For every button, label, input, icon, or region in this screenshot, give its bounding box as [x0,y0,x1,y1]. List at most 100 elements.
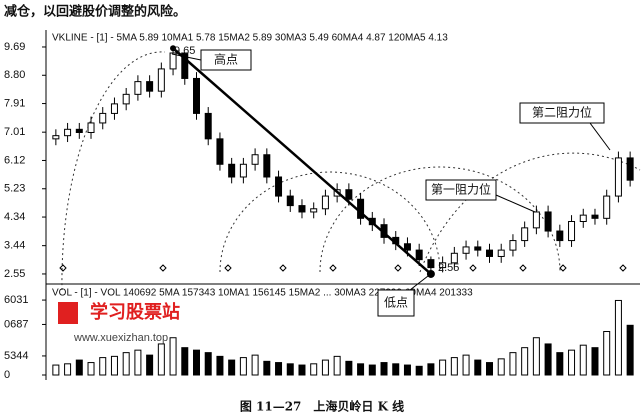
volume-bar [216,355,224,376]
volume-bar [204,352,212,376]
annotation: 9.65 [174,45,195,57]
volume-bar [532,337,540,376]
candle-body [251,154,259,165]
candle-body [239,163,247,178]
candle-body [591,214,599,219]
annotation-box [425,179,497,201]
volume-bar [415,365,423,376]
watermark-logo [58,302,78,324]
y-tick-label: 3.44 [4,240,25,252]
candle-body [415,249,423,261]
volume-bar [321,359,329,376]
candle-body [450,252,458,264]
volume-bar [169,337,177,376]
volume-bar [52,364,60,376]
volume-bar [368,364,376,376]
volume-bar [439,359,447,376]
candle-body [263,154,271,178]
candle-body [286,195,294,207]
volume-bar [591,347,599,376]
candle-body [427,259,435,269]
candle-body [614,157,622,197]
volume-bar [521,347,529,376]
candle-body [509,240,517,251]
low-dot [426,269,435,278]
volume-bar [251,354,259,376]
candle-body [603,195,611,219]
candle-body [216,138,224,165]
candle-body [439,262,447,269]
volume-bar [310,363,318,376]
annotation-box [519,102,605,124]
volume-bar [181,347,189,376]
volume-bar [579,344,587,376]
resistance-arcs [61,51,641,291]
candle-body [321,195,329,210]
annotation: 第一阻力位 [431,182,491,197]
candle-body [474,246,482,251]
y-tick-label: 7.01 [4,126,25,138]
volume-bar [462,354,470,376]
volume-header: VOL - [1] - VOL 140692 5MA 157343 10MA1 … [52,288,473,299]
candle-body [275,176,283,197]
volume-bar [497,358,505,376]
candle-body [345,189,353,200]
candle-body [122,93,130,105]
candle-body [204,112,212,140]
volume-bar [75,359,83,376]
candle-body [75,128,83,133]
candle-body [486,249,493,257]
volume-bar [239,357,247,376]
leader [409,275,429,291]
volume-bar [110,355,118,376]
price-header: VKLINE - [1] - 5MA 5.89 10MA1 5.78 15MA2… [52,33,448,44]
volume-tick-label: 0 [4,369,10,381]
candle-body [497,249,505,257]
volume-bar [544,343,552,376]
volume-bar [568,349,576,376]
volume-bar [122,352,130,376]
annotation: 2.55 [438,262,459,274]
caption: 图 11—27 上海贝岭日 K 线 [240,399,404,414]
volume-bar [427,363,435,376]
candle-body [626,157,634,181]
volume-bar [450,357,458,376]
volume-tick-label: 0687 [4,318,28,330]
candle-body [134,81,142,95]
candle-body [64,128,72,137]
watermark-url: www.xuexizhan.top [73,332,168,344]
candle-body [556,230,564,242]
peak-dot [170,45,177,52]
candle-body [579,214,587,222]
volume-bar [99,357,107,376]
candle-body [298,205,306,213]
volume-bar [556,352,564,376]
y-tick-label: 5.23 [4,183,25,195]
volume-bar [403,364,411,376]
volume-bar [333,355,341,376]
volume-bar [263,360,271,376]
y-tick-label: 8.80 [4,69,25,81]
candle-body [110,103,118,114]
volume-bar [626,324,634,376]
volume-bar [474,359,482,376]
candle-body [181,52,189,79]
volume-bar [486,362,493,376]
volume-tick-label: 5344 [4,350,28,362]
watermark-title: 学习股票站 [90,301,180,323]
volume-bar [228,359,236,376]
candle-body [99,112,107,124]
candle-body [146,81,154,92]
diamond-row [59,264,627,272]
volume-bar [134,349,142,376]
y-tick-label: 7.91 [4,97,25,109]
volume-bar [193,349,200,376]
intro: 减仓，以回避股价调整的风险。 [4,4,186,20]
candle-body [52,135,60,140]
volume-bar [64,363,72,376]
candle-body [157,68,165,92]
candle-body [87,122,95,133]
leader [171,53,202,61]
volume-bar [146,354,154,376]
